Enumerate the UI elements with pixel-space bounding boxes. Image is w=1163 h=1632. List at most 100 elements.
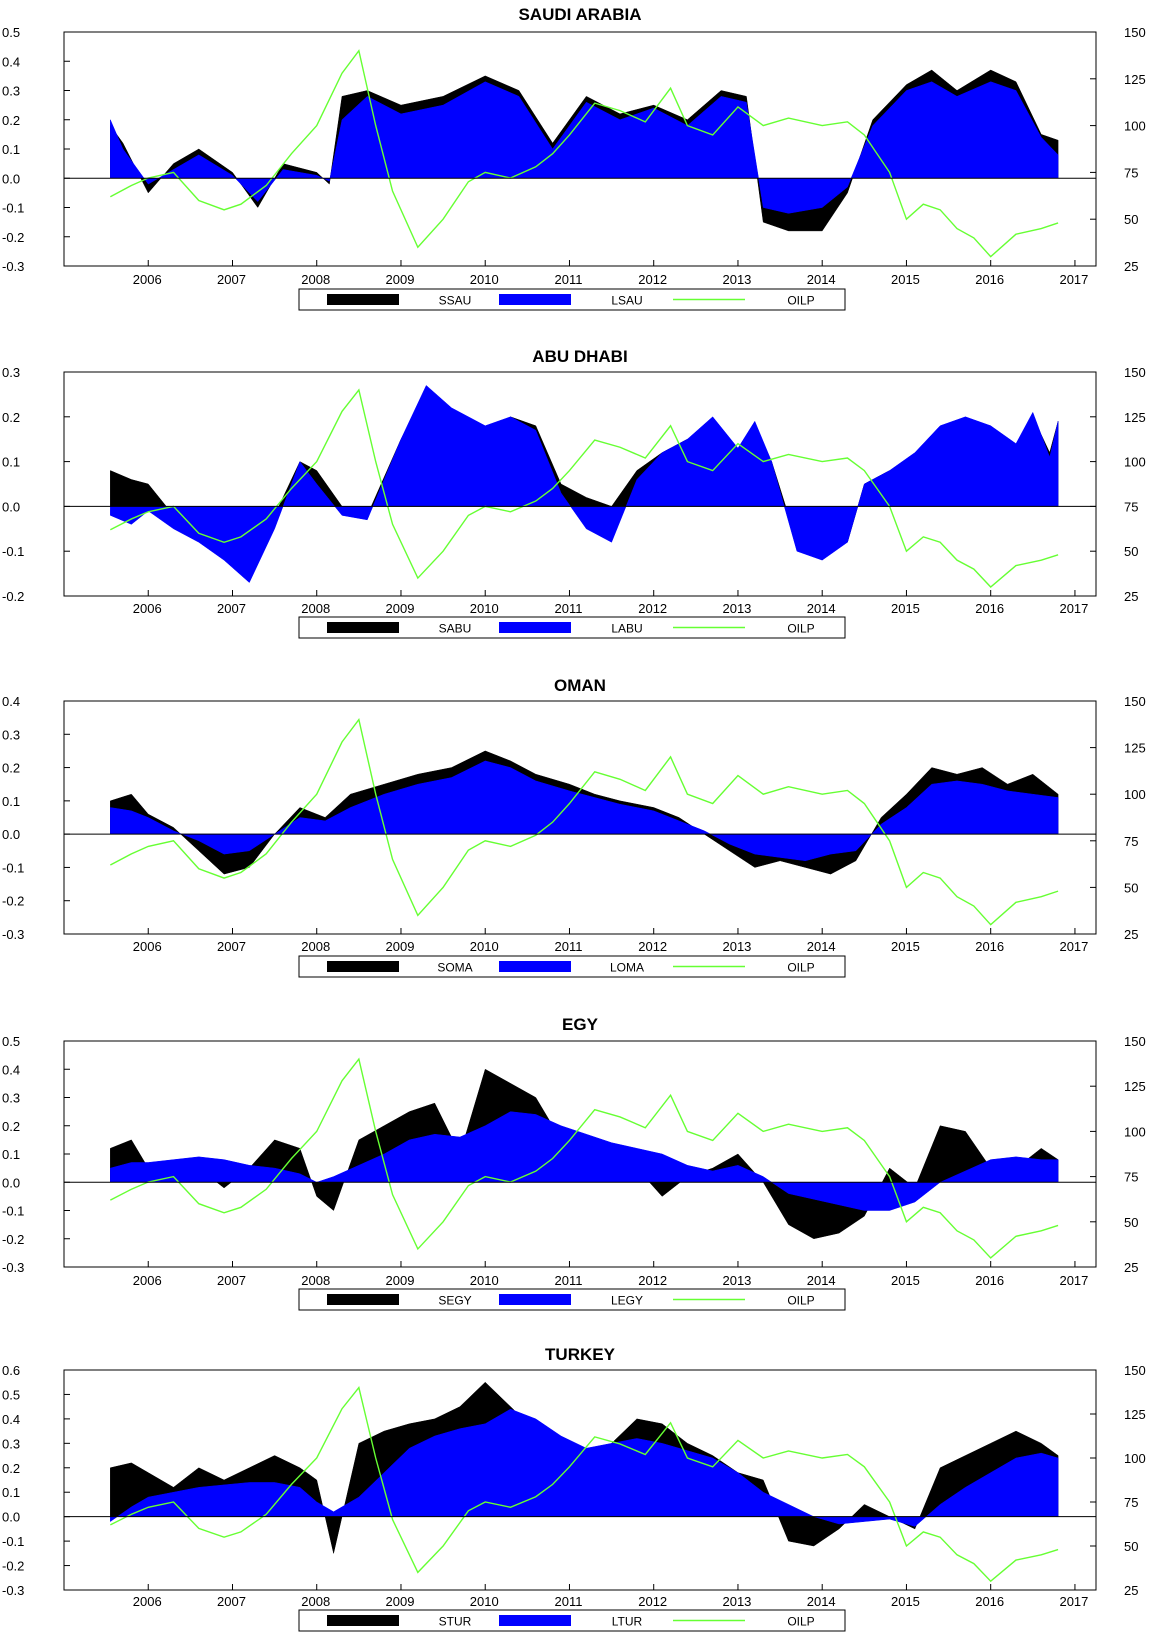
right-tick-label: 75 xyxy=(1124,499,1138,514)
x-tick-label: 2014 xyxy=(807,1594,836,1609)
series-oilp xyxy=(110,718,1059,926)
x-tick-label: 2006 xyxy=(133,272,162,287)
x-tick-label: 2014 xyxy=(807,272,836,287)
right-tick-label: 100 xyxy=(1124,787,1146,802)
chart-title: EGY xyxy=(562,1015,599,1034)
legend-box xyxy=(298,616,846,639)
left-tick-label: 0.3 xyxy=(2,365,20,380)
right-tick-label: 50 xyxy=(1124,880,1138,895)
plot-area xyxy=(110,1381,1059,1583)
legend-swatch xyxy=(327,1294,399,1305)
legend: STUR LTUR OILP xyxy=(298,1609,846,1632)
right-tick-label: 75 xyxy=(1124,1170,1138,1185)
legend-label: LOMA xyxy=(610,961,644,975)
left-tick-label: 0.1 xyxy=(2,142,20,157)
x-tick-label: 2011 xyxy=(554,939,582,954)
right-tick-label: 25 xyxy=(1124,589,1138,604)
x-tick-label: 2013 xyxy=(722,1594,751,1609)
legend: SEGY LEGY OILP xyxy=(298,1288,846,1311)
left-tick-label: 0.1 xyxy=(2,455,20,470)
x-tick-label: 2009 xyxy=(386,601,415,616)
legend-label: SABU xyxy=(439,622,472,636)
series-oilp xyxy=(110,49,1059,258)
x-tick-label: 2007 xyxy=(217,272,246,287)
legend-label: LABU xyxy=(611,622,642,636)
legend-swatch xyxy=(499,1615,571,1626)
series-oilp xyxy=(110,388,1059,589)
right-tick-label: 150 xyxy=(1124,25,1146,40)
x-tick-label: 2011 xyxy=(554,272,582,287)
left-tick-label: 0.1 xyxy=(2,1485,20,1500)
x-tick-label: 2014 xyxy=(807,1273,836,1288)
left-tick-label: 0.4 xyxy=(2,694,20,709)
x-tick-label: 2012 xyxy=(638,939,667,954)
x-tick-label: 2012 xyxy=(638,1594,667,1609)
right-tick-label: 150 xyxy=(1124,1363,1146,1378)
chart-panel: SAUDI ARABIA 0.5 0.4 0.3 0.2 0.1 0.0 -0.1 -0.2 -0… xyxy=(2,5,1146,311)
x-tick-label: 2015 xyxy=(891,939,920,954)
right-tick-label: 25 xyxy=(1124,927,1138,942)
left-tick-label: 0.1 xyxy=(2,1147,20,1162)
left-tick-label: -0.1 xyxy=(2,544,24,559)
right-tick-label: 25 xyxy=(1124,1583,1138,1598)
right-tick-label: 75 xyxy=(1124,1495,1138,1510)
left-tick-label: -0.3 xyxy=(2,259,24,274)
series-lsau xyxy=(110,81,1059,214)
x-tick-label: 2010 xyxy=(470,939,499,954)
right-tick-label: 150 xyxy=(1124,694,1146,709)
left-tick-label: -0.1 xyxy=(2,1534,24,1549)
left-tick-label: 0.4 xyxy=(2,1062,20,1077)
left-tick-label: 0.5 xyxy=(2,1387,20,1402)
x-tick-label: 2007 xyxy=(217,601,246,616)
right-tick-label: 125 xyxy=(1124,72,1146,87)
x-tick-label: 2010 xyxy=(470,1273,499,1288)
x-tick-label: 2012 xyxy=(638,601,667,616)
right-tick-label: 75 xyxy=(1124,834,1138,849)
left-tick-label: -0.3 xyxy=(2,927,24,942)
left-tick-label: -0.2 xyxy=(2,589,24,604)
left-tick-label: -0.2 xyxy=(2,230,24,245)
x-tick-label: 2012 xyxy=(638,1273,667,1288)
x-tick-label: 2016 xyxy=(975,601,1004,616)
x-tick-label: 2011 xyxy=(554,1273,582,1288)
left-tick-label: 0.6 xyxy=(2,1363,20,1378)
x-tick-label: 2015 xyxy=(891,1594,920,1609)
right-tick-label: 100 xyxy=(1124,119,1146,134)
chart-panel: OMAN 0.4 0.3 0.2 0.1 0.0 -0.1 -0.2 -0.3 150 125 100… xyxy=(2,676,1146,978)
x-tick-label: 2006 xyxy=(133,939,162,954)
series-oilp xyxy=(110,1386,1059,1583)
left-tick-label: -0.2 xyxy=(2,1559,24,1574)
legend-box xyxy=(298,1609,846,1632)
right-tick-label: 100 xyxy=(1124,1451,1146,1466)
left-tick-label: -0.1 xyxy=(2,860,24,875)
left-tick-label: 0.2 xyxy=(2,410,20,425)
chart-title: ABU DHABI xyxy=(532,347,627,366)
series-oilp xyxy=(110,1057,1059,1259)
plot-area xyxy=(110,718,1059,926)
x-tick-label: 2008 xyxy=(301,601,330,616)
x-tick-label: 2016 xyxy=(975,272,1004,287)
legend-label: LEGY xyxy=(611,1294,643,1308)
left-tick-label: -0.1 xyxy=(2,1204,24,1219)
right-tick-label: 125 xyxy=(1124,410,1146,425)
legend-swatch xyxy=(499,961,571,972)
chart-panel: EGY 0.5 0.4 0.3 0.2 0.1 0.0 -0.1 -0.2 -0.3 150 125 1… xyxy=(2,1015,1146,1311)
x-tick-label: 2013 xyxy=(722,939,751,954)
x-tick-label: 2015 xyxy=(891,601,920,616)
x-tick-label: 2011 xyxy=(554,601,582,616)
x-tick-label: 2017 xyxy=(1059,272,1088,287)
x-tick-label: 2006 xyxy=(133,1273,162,1288)
x-tick-label: 2007 xyxy=(217,1594,246,1609)
legend: SSAU LSAU OILP xyxy=(298,288,846,311)
x-tick-label: 2007 xyxy=(217,939,246,954)
plot-frame xyxy=(63,700,1097,935)
left-tick-label: 0.2 xyxy=(2,761,20,776)
legend-label: OILP xyxy=(787,294,814,308)
left-tick-label: 0.2 xyxy=(2,1461,20,1476)
right-tick-label: 50 xyxy=(1124,1215,1138,1230)
x-tick-label: 2007 xyxy=(217,1273,246,1288)
left-tick-label: 0.4 xyxy=(2,1412,20,1427)
right-tick-label: 125 xyxy=(1124,741,1146,756)
left-tick-label: 0.0 xyxy=(2,171,20,186)
x-tick-label: 2014 xyxy=(807,939,836,954)
